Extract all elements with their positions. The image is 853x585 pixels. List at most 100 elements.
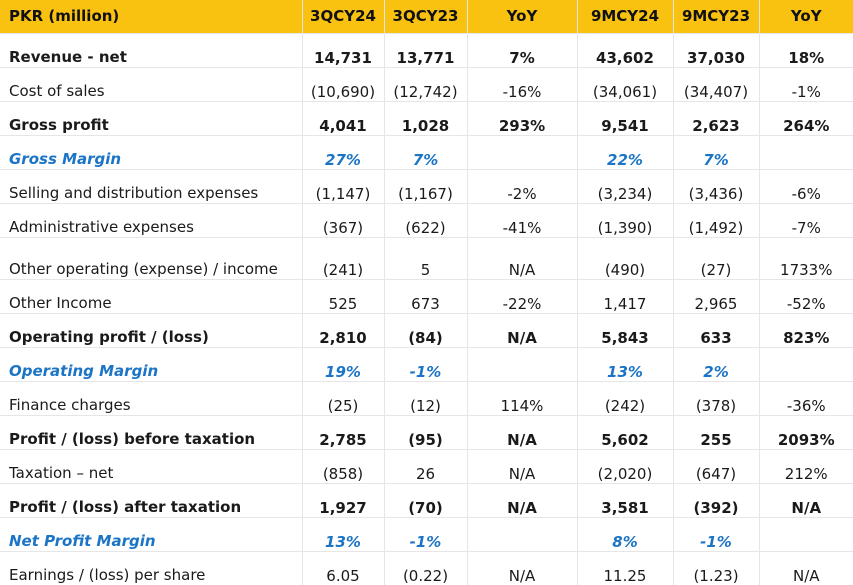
table-cell [467, 517, 578, 552]
row-label: Revenue - net [0, 33, 303, 68]
header-cell-currency: PKR (million) [0, 0, 303, 34]
table-cell: (27) [673, 237, 760, 280]
row-label: Earnings / (loss) per share [0, 551, 303, 585]
table-cell: 212% [759, 449, 853, 484]
table-cell: (490) [577, 237, 674, 280]
table-row: Cost of sales (10,690) (12,742) -16% (34… [0, 67, 853, 102]
table-cell: N/A [467, 313, 578, 348]
table-row: Profit / (loss) before taxation 2,785 (9… [0, 415, 853, 450]
table-cell: 2% [673, 347, 760, 382]
table-header: PKR (million) 3QCY24 3QCY23 YoY 9MCY24 9… [0, 0, 853, 34]
table-cell: -7% [759, 203, 853, 238]
row-label: Profit / (loss) before taxation [0, 415, 303, 450]
table-cell: (392) [673, 483, 760, 518]
table-cell: -1% [759, 67, 853, 102]
table-row: Other Income 525 673 -22% 1,417 2,965 -5… [0, 279, 853, 314]
table-cell: N/A [467, 237, 578, 280]
row-label: Taxation – net [0, 449, 303, 484]
table-cell: 4,041 [302, 101, 385, 136]
table-cell: 1,417 [577, 279, 674, 314]
table-cell: -52% [759, 279, 853, 314]
table-cell: (25) [302, 381, 385, 416]
table-cell: 2,785 [302, 415, 385, 450]
table-cell: (3,234) [577, 169, 674, 204]
table-cell: 3,581 [577, 483, 674, 518]
table-cell: 7% [467, 33, 578, 68]
table-cell: 37,030 [673, 33, 760, 68]
table-cell: 19% [302, 347, 385, 382]
table-cell: N/A [467, 483, 578, 518]
table-row: Revenue - net 14,731 13,771 7% 43,602 37… [0, 33, 853, 68]
table-cell: 7% [673, 135, 760, 170]
table-cell: (622) [384, 203, 468, 238]
table-cell: -36% [759, 381, 853, 416]
table-cell: 1733% [759, 237, 853, 280]
table-row: Selling and distribution expenses (1,147… [0, 169, 853, 204]
table-row: Administrative expenses (367) (622) -41%… [0, 203, 853, 238]
table-cell: 43,602 [577, 33, 674, 68]
table-row: Operating profit / (loss) 2,810 (84) N/A… [0, 313, 853, 348]
table-cell: -6% [759, 169, 853, 204]
table-row: Taxation – net (858) 26 N/A (2,020) (647… [0, 449, 853, 484]
header-cell-quarter-yoy: YoY [467, 0, 578, 34]
table-cell: 7% [384, 135, 468, 170]
table-cell [467, 347, 578, 382]
row-label: Finance charges [0, 381, 303, 416]
table-cell: 26 [384, 449, 468, 484]
table-cell: 9,541 [577, 101, 674, 136]
table-cell: -1% [673, 517, 760, 552]
table-row: Net Profit Margin 13% -1% 8% -1% [0, 517, 853, 552]
header-row: PKR (million) 3QCY24 3QCY23 YoY 9MCY24 9… [0, 0, 853, 34]
table-row: Gross profit 4,041 1,028 293% 9,541 2,62… [0, 101, 853, 136]
table-cell: 5,843 [577, 313, 674, 348]
row-label: Administrative expenses [0, 203, 303, 238]
table-cell: 13% [302, 517, 385, 552]
row-label: Operating Margin [0, 347, 303, 382]
table-cell: 2,965 [673, 279, 760, 314]
table-cell: 114% [467, 381, 578, 416]
header-cell-9mcy23: 9MCY23 [673, 0, 760, 34]
header-cell-nine-month-yoy: YoY [759, 0, 853, 34]
table-cell: -22% [467, 279, 578, 314]
table-cell: (242) [577, 381, 674, 416]
table-cell: 1,927 [302, 483, 385, 518]
table-cell: 2,810 [302, 313, 385, 348]
row-label: Cost of sales [0, 67, 303, 102]
table-cell: 264% [759, 101, 853, 136]
table-cell: 673 [384, 279, 468, 314]
table-cell: (1.23) [673, 551, 760, 585]
row-label: Net Profit Margin [0, 517, 303, 552]
table-cell [759, 517, 853, 552]
table-cell: 255 [673, 415, 760, 450]
table-cell: N/A [467, 415, 578, 450]
table-cell: (34,061) [577, 67, 674, 102]
table-body: Revenue - net 14,731 13,771 7% 43,602 37… [0, 33, 853, 585]
row-label: Other operating (expense) / income [0, 237, 303, 280]
table-cell: (367) [302, 203, 385, 238]
table-cell: 2,623 [673, 101, 760, 136]
table-cell: (1,167) [384, 169, 468, 204]
table-cell: (241) [302, 237, 385, 280]
table-cell: N/A [759, 483, 853, 518]
table-cell: 14,731 [302, 33, 385, 68]
table-cell: 2093% [759, 415, 853, 450]
row-label: Profit / (loss) after taxation [0, 483, 303, 518]
table-cell: 11.25 [577, 551, 674, 585]
table-cell: 5 [384, 237, 468, 280]
table-cell: 525 [302, 279, 385, 314]
table-cell: (84) [384, 313, 468, 348]
table-cell: (647) [673, 449, 760, 484]
table-cell: (2,020) [577, 449, 674, 484]
table-cell: N/A [467, 551, 578, 585]
table-cell: 823% [759, 313, 853, 348]
table-cell: 22% [577, 135, 674, 170]
table-row: Other operating (expense) / income (241)… [0, 237, 853, 280]
table-cell: (0.22) [384, 551, 468, 585]
table-cell: -2% [467, 169, 578, 204]
table-cell: (378) [673, 381, 760, 416]
header-cell-3qcy23: 3QCY23 [384, 0, 468, 34]
table-cell: (70) [384, 483, 468, 518]
table-cell: 633 [673, 313, 760, 348]
table-cell: -41% [467, 203, 578, 238]
row-label: Gross Margin [0, 135, 303, 170]
